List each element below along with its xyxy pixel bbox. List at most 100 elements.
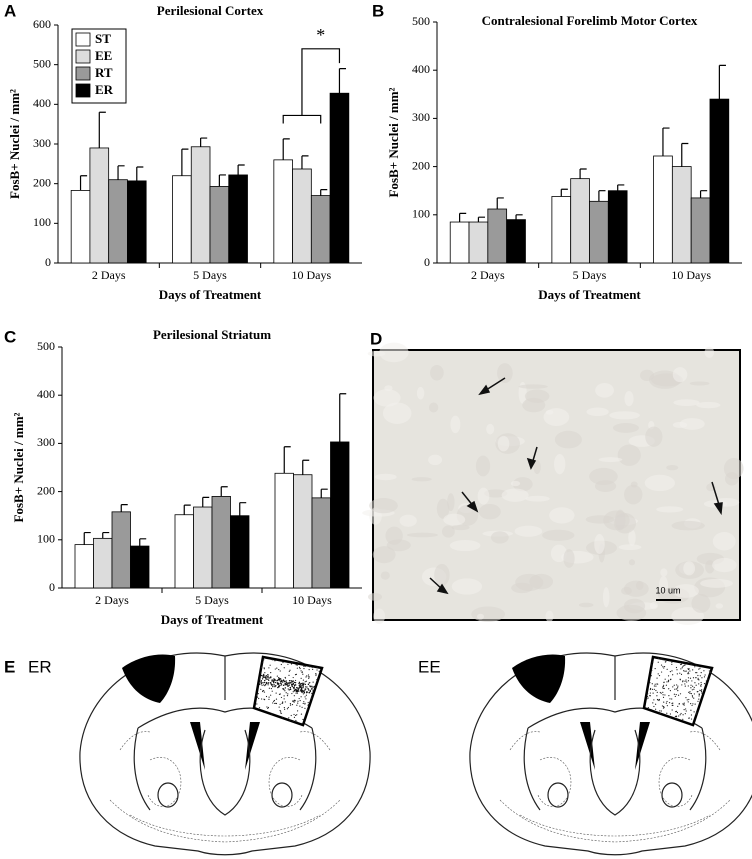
error-bar <box>79 175 88 191</box>
y-tick-label: 300 <box>412 110 430 124</box>
cell-dot <box>666 700 668 703</box>
cell-dot <box>303 682 305 685</box>
texture-blob <box>510 480 521 487</box>
texture-blob <box>683 561 696 576</box>
cell-dot <box>691 704 693 707</box>
cell-dot <box>278 679 281 681</box>
cell-dot <box>646 698 648 700</box>
cell-dot <box>652 661 654 663</box>
cell-dot <box>673 684 675 686</box>
cell-dot <box>316 678 318 681</box>
cell-dot <box>295 689 298 691</box>
cell-dot <box>679 714 681 716</box>
error-bar <box>98 111 106 148</box>
cell-dot <box>265 695 268 698</box>
cell-dot <box>680 712 682 715</box>
cell-dot <box>649 688 651 691</box>
cell-dot <box>697 674 699 677</box>
cell-dot <box>687 701 689 703</box>
texture-blob <box>369 497 398 514</box>
cell-dot <box>699 689 701 691</box>
cell-dot <box>296 704 298 706</box>
cell-dot <box>272 684 274 686</box>
texture-blob <box>602 587 610 608</box>
cell-dot <box>277 686 279 689</box>
y-tick-label: 100 <box>412 207 430 221</box>
texture-blob <box>497 363 513 384</box>
cell-dot <box>285 680 288 682</box>
cell-dot <box>671 702 673 705</box>
error-bar <box>617 184 625 191</box>
chart-title: Contralesional Forelimb Motor Cortex <box>482 13 698 28</box>
cell-dot <box>263 676 265 679</box>
error-bar <box>202 496 210 508</box>
error-bar <box>181 148 189 176</box>
cell-dot <box>288 674 290 676</box>
cell-dot <box>679 693 682 695</box>
cell-dot <box>273 679 275 682</box>
texture-blob <box>700 578 733 588</box>
y-tick-label: 200 <box>37 483 55 497</box>
error-bar <box>117 165 125 180</box>
cell-dot <box>676 711 679 714</box>
cell-dot <box>280 679 282 682</box>
labeled-cells <box>255 657 712 725</box>
cell-dot <box>258 697 260 700</box>
cell-dot <box>305 680 308 682</box>
cell-dot <box>687 668 689 670</box>
texture-blob <box>585 515 615 524</box>
texture-blob <box>715 603 724 609</box>
cell-dot <box>693 697 695 699</box>
cell-dot <box>308 676 311 678</box>
texture-blob <box>612 422 639 433</box>
cell-dot <box>666 712 668 714</box>
bar <box>230 515 250 589</box>
cell-dot <box>689 691 691 693</box>
texture-blob <box>451 578 483 595</box>
cell-dot <box>284 687 287 689</box>
panel-label: D <box>370 329 382 348</box>
cell-dot <box>657 657 660 659</box>
cell-dot <box>687 677 690 679</box>
cell-dot <box>703 676 706 678</box>
cell-dot <box>300 677 302 679</box>
cell-dot <box>262 682 264 684</box>
cell-dot <box>293 690 296 692</box>
x-tick-label: 10 Days <box>292 593 332 607</box>
x-tick-label: 2 Days <box>92 268 126 282</box>
texture-blob <box>586 407 609 417</box>
cell-dot <box>276 675 278 677</box>
cell-dot <box>292 700 294 703</box>
texture-blob <box>672 367 688 383</box>
cell-dot <box>260 666 262 668</box>
bar <box>190 146 211 264</box>
cell-dot <box>271 690 273 692</box>
bar <box>193 506 213 589</box>
texture-blob <box>477 487 490 505</box>
cell-dot <box>662 694 664 696</box>
brain-diagram <box>468 651 752 856</box>
cell-dot <box>278 683 280 685</box>
cell-dot <box>256 696 259 698</box>
cell-dot <box>651 688 654 690</box>
cell-dot <box>678 702 680 705</box>
cell-dot <box>311 666 313 668</box>
texture-blob <box>476 613 485 620</box>
cell-dot <box>685 670 687 672</box>
cell-dot <box>662 691 664 693</box>
cell-dot <box>700 690 702 692</box>
cell-dot <box>294 679 297 682</box>
cell-dot <box>261 698 263 700</box>
diagram-label: ER <box>28 657 52 676</box>
cell-dot <box>258 707 261 709</box>
cell-dot <box>289 686 292 689</box>
cell-dot <box>695 664 697 666</box>
texture-blob <box>373 389 401 407</box>
bar <box>690 197 711 264</box>
cell-dot <box>304 696 306 698</box>
cell-dot <box>658 698 661 701</box>
y-tick-label: 100 <box>37 532 55 546</box>
bar <box>468 221 489 264</box>
cell-dot <box>676 688 678 690</box>
cell-dot <box>656 695 658 697</box>
